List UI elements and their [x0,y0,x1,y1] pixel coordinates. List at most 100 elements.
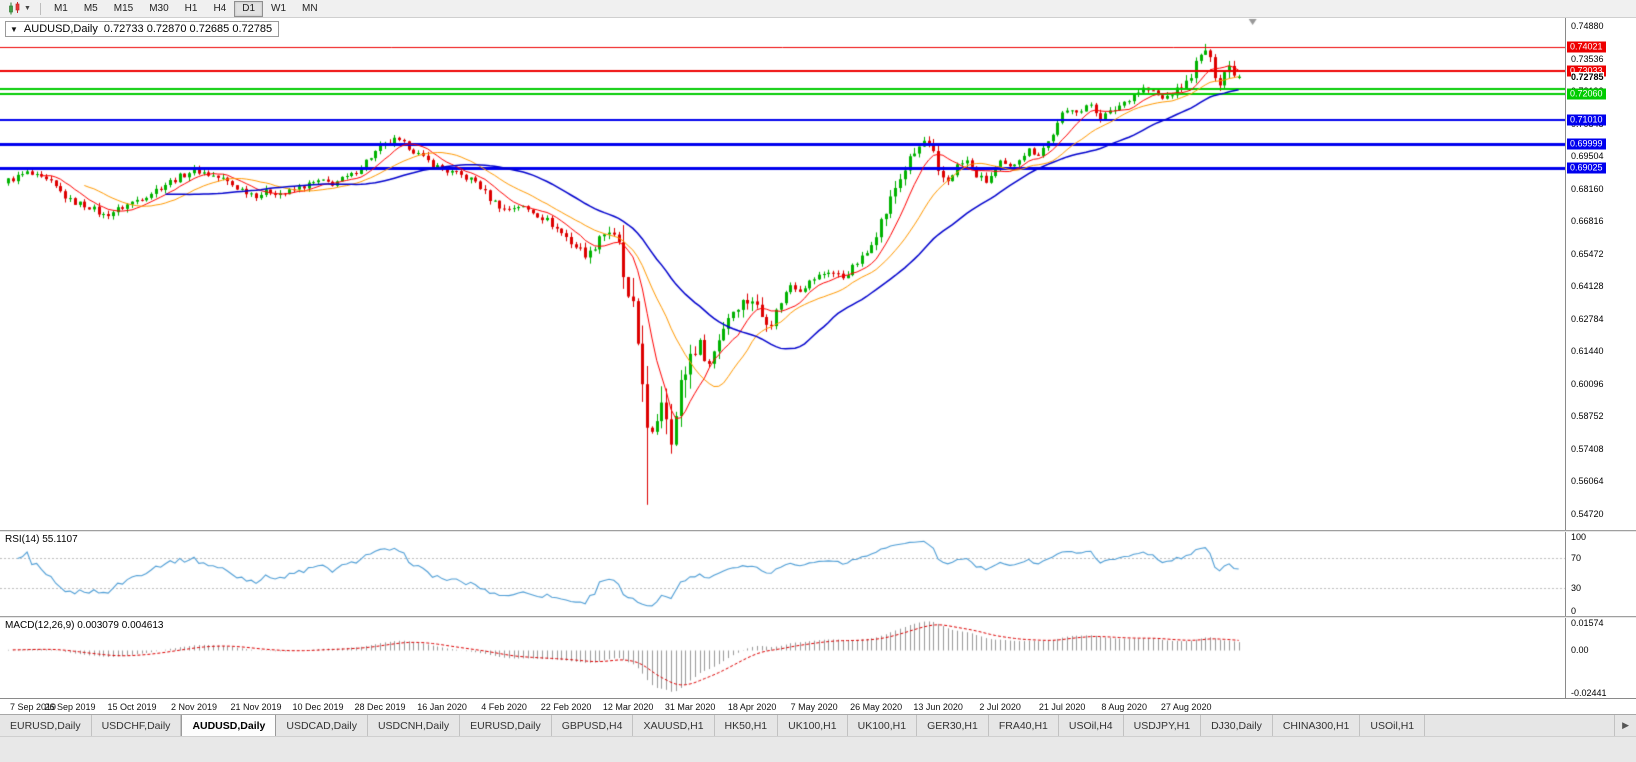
macd-axis-label: 0.00 [1571,644,1589,655]
timeframe-button-m15[interactable]: M15 [113,2,134,14]
rsi-axis: 100 70 30 0 [1565,532,1636,616]
price-axis-label: 0.66816 [1571,216,1604,227]
chart-title-box: ▼ AUDUSD,Daily 0.72733 0.72870 0.72685 0… [5,21,280,37]
chart-tab-usdchf-daily[interactable]: USDCHF,Daily [91,715,182,736]
price-axis-label: 0.58752 [1571,411,1604,422]
timeframe-buttons: M1 M5 M15 M30 H1 H4 D1 W1 MN [46,0,326,17]
chart-tab-usdcad-daily[interactable]: USDCAD,Daily [276,715,368,736]
macd-canvas[interactable] [0,618,1565,698]
chart-tab-hk50-h1[interactable]: HK50,H1 [714,715,779,736]
rsi-axis-label: 100 [1571,532,1587,542]
chart-tab-usoil-h1[interactable]: USOil,H1 [1360,715,1426,736]
rsi-label: RSI(14) 55.1107 [5,534,78,545]
chart-tab-china300-h1[interactable]: CHINA300,H1 [1272,715,1361,736]
price-axis-label: 0.60096 [1571,378,1604,389]
date-axis-label: 28 Dec 2019 [354,702,406,712]
date-axis-label: 16 Jan 2020 [417,702,467,712]
macd-axis-label: 0.01574 [1571,618,1604,628]
status-area [0,736,1636,762]
date-axis: 7 Sep 2019 26 Sep 2019 15 Oct 2019 2 Nov 20… [0,698,1636,714]
rsi-axis-label: 70 [1571,552,1582,563]
date-axis-label: 13 Jun 2020 [913,702,963,712]
timeframe-button-h1[interactable]: H1 [184,2,198,14]
candlestick-chart-icon [9,2,20,15]
rsi-axis-label: 30 [1571,583,1582,594]
timeframe-button-h4[interactable]: H4 [213,2,227,14]
main-chart-panel: 0.748800.735360.721920.708480.695040.681… [0,18,1636,530]
price-level-badge: 0.69025 [1567,162,1606,174]
price-level-badge: 0.71010 [1567,114,1606,126]
chart-type-button[interactable]: ▼ [3,2,35,15]
rsi-panel: 100 70 30 0 RSI(14) 55.1107 [0,532,1636,616]
date-axis-label: 26 Sep 2019 [44,702,96,712]
date-axis-label: 7 May 2020 [790,702,838,712]
chart-tab-uk100-h1[interactable]: UK100,H1 [778,715,848,736]
chart-tab-gbpusd-h4[interactable]: GBPUSD,H4 [551,715,634,736]
chevron-down-icon: ▼ [24,5,31,12]
date-axis-label: 8 Aug 2020 [1101,702,1147,712]
rsi-canvas[interactable] [0,532,1565,616]
date-axis-label: 2 Nov 2019 [170,702,218,712]
date-axis-label: 18 Apr 2020 [727,702,777,712]
chart-tab-xauusd-h1[interactable]: XAUUSD,H1 [633,715,715,736]
chart-tabs-bar: EURUSD,Daily USDCHF,Daily AUDUSD,Daily USDC… [0,714,1636,736]
price-level-badge: 0.74021 [1567,41,1606,53]
macd-axis: 0.01574 0.00 -0.02441 [1565,618,1636,698]
date-axis-label: 21 Nov 2019 [230,702,282,712]
price-axis-label: 0.56064 [1571,476,1604,487]
chart-tabs: EURUSD,Daily USDCHF,Daily AUDUSD,Daily USDC… [0,715,1426,736]
panel-splitter[interactable] [0,530,1636,532]
price-axis-label: 0.65472 [1571,248,1604,259]
panel-splitter[interactable] [0,616,1636,618]
price-level-badge: 0.73033 [1567,65,1606,77]
price-axis-label: 0.73536 [1571,53,1604,64]
price-chart-canvas[interactable] [0,18,1565,530]
chart-tab-dj30-daily[interactable]: DJ30,Daily [1201,715,1273,736]
date-axis-label: 10 Dec 2019 [292,702,344,712]
price-level-badge: 0.69999 [1567,138,1606,150]
chart-ohlc-values: 0.72733 0.72870 0.72685 0.72785 [103,23,273,35]
date-axis-label: 22 Feb 2020 [540,702,592,712]
chart-tab-eurusd-daily[interactable]: EURUSD,Daily [0,715,92,736]
price-axis-label: 0.68160 [1571,183,1604,194]
date-axis-label: 15 Oct 2019 [107,702,157,712]
toolbar-separator [39,2,41,15]
macd-panel: 0.01574 0.00 -0.02441 MACD(12,26,9) 0.0030… [0,618,1636,698]
date-axis-label: 2 Jul 2020 [979,702,1021,712]
date-axis-label: 21 Jul 2020 [1038,702,1086,712]
price-axis-label: 0.61440 [1571,346,1604,357]
chart-tab-usdcnh-daily[interactable]: USDCNH,Daily [367,715,461,736]
date-axis-label: 4 Feb 2020 [481,702,527,712]
chart-tab-ger30-h1[interactable]: GER30,H1 [917,715,989,736]
price-axis-label: 0.54720 [1571,509,1604,520]
chart-tab-uk100-h1[interactable]: UK100,H1 [847,715,918,736]
timeframe-button-mn[interactable]: MN [302,2,318,14]
chart-symbol-label: AUDUSD,Daily [23,23,98,35]
chart-title-dropdown-icon[interactable]: ▼ [10,24,18,34]
date-axis-label: 26 May 2020 [850,702,903,712]
price-axis: 0.748800.735360.721920.708480.695040.681… [1565,18,1636,530]
chart-tab-audusd-daily[interactable]: AUDUSD,Daily [181,715,277,736]
date-axis-label: 7 Sep 2019 [9,702,57,712]
price-axis-label: 0.62784 [1571,313,1604,324]
current-price-label: 0.72785 [1571,71,1604,82]
price-axis-label: 0.69504 [1571,151,1604,162]
timeframe-button-m5[interactable]: M5 [83,2,98,14]
date-axis-label: 31 Mar 2020 [664,702,716,712]
timeframe-button-w1[interactable]: W1 [271,2,287,14]
timeframe-button-m1[interactable]: M1 [53,2,68,14]
chart-tab-usoil-h4[interactable]: USOil,H4 [1058,715,1124,736]
chart-tab-usdjpy-h1[interactable]: USDJPY,H1 [1123,715,1202,736]
chart-tab-fra40-h1[interactable]: FRA40,H1 [988,715,1059,736]
rsi-axis-label: 0 [1571,606,1577,616]
date-axis-label: 12 Mar 2020 [602,702,654,712]
chart-tab-eurusd-daily[interactable]: EURUSD,Daily [460,715,552,736]
price-axis-label: 0.64128 [1571,281,1604,292]
tabs-scroll-right-button[interactable]: ▶ [1614,715,1636,736]
price-axis-label: 0.74880 [1571,20,1604,31]
timeframe-button-d1[interactable]: D1 [234,0,264,17]
timeframe-button-m30[interactable]: M30 [149,2,169,14]
macd-label: MACD(12,26,9) 0.003079 0.004613 [5,620,164,631]
price-axis-label: 0.57408 [1571,443,1604,454]
